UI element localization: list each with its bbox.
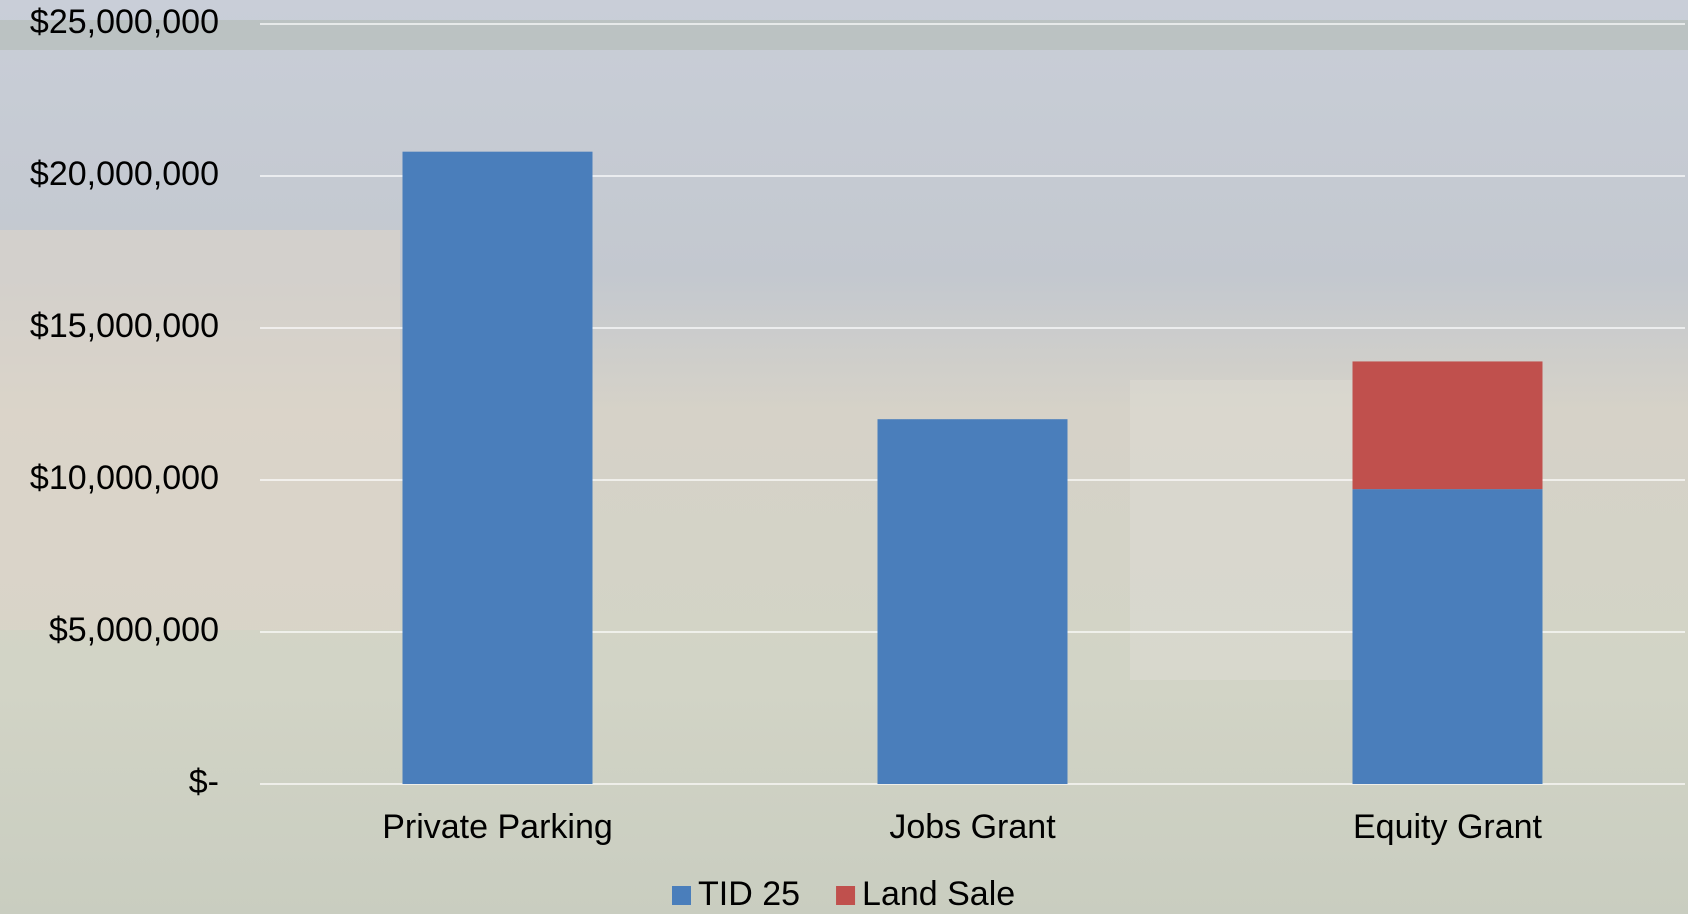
bar-segment (1352, 361, 1543, 490)
legend-swatch (672, 886, 691, 905)
y-tick-label: $10,000,000 (30, 459, 219, 497)
bar-segment (1352, 489, 1543, 784)
y-tick-label: $20,000,000 (30, 155, 219, 193)
y-tick-label: $- (189, 763, 219, 801)
bar-segment (877, 419, 1068, 784)
building (0, 230, 400, 630)
x-tick-label: Jobs Grant (889, 808, 1056, 846)
x-tick-label: Private Parking (382, 808, 613, 846)
legend-label: TID 25 (698, 875, 800, 913)
legend-label: Land Sale (862, 875, 1015, 913)
y-tick-label: $5,000,000 (49, 611, 219, 649)
bar-segment (402, 151, 593, 784)
shoreline (0, 20, 1688, 50)
y-tick-label: $15,000,000 (30, 307, 219, 345)
x-tick-label: Equity Grant (1353, 808, 1543, 846)
y-tick-label: $25,000,000 (30, 3, 219, 41)
legend-swatch (836, 886, 856, 905)
